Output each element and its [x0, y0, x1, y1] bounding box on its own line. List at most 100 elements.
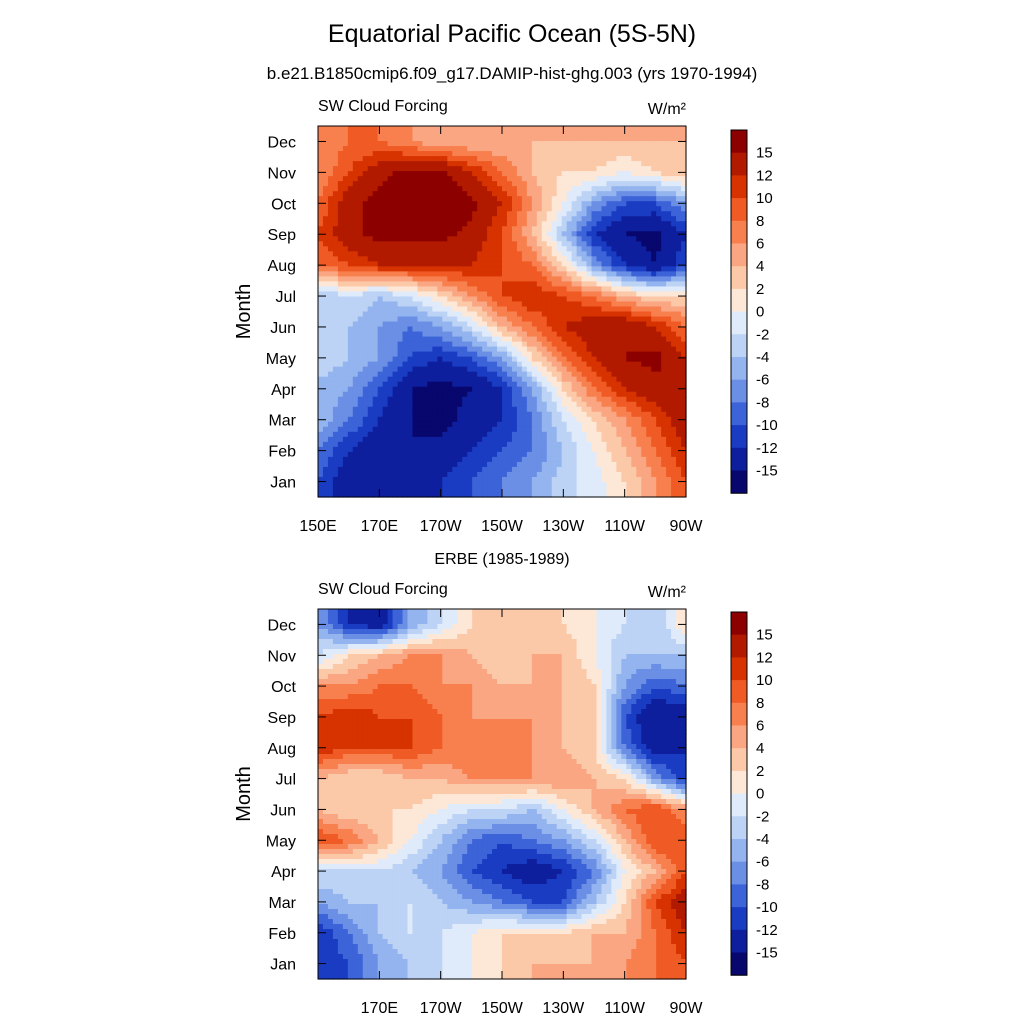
heatmap-cell: [511, 276, 518, 283]
heatmap-cell: [551, 151, 558, 157]
heatmap-cell: [566, 166, 573, 172]
heatmap-cell: [616, 396, 622, 403]
heatmap-cell: [412, 156, 419, 162]
heatmap-cell: [661, 291, 667, 298]
heatmap-cell: [671, 266, 677, 272]
heatmap-cell: [581, 316, 588, 323]
heatmap-cell: [362, 186, 369, 192]
heatmap-cell: [367, 331, 374, 338]
heatmap-cell: [571, 406, 578, 413]
heatmap-cell: [511, 141, 518, 147]
heatmap-cell: [492, 376, 498, 383]
heatmap-cell: [616, 171, 622, 177]
heatmap-cell: [377, 331, 384, 338]
heatmap-cell: [387, 221, 394, 227]
heatmap-cell: [571, 436, 578, 443]
heatmap-cell: [651, 451, 657, 458]
heatmap-cell: [352, 231, 359, 237]
heatmap-cell: [487, 256, 493, 262]
heatmap-cell: [467, 256, 473, 262]
heatmap-cell: [571, 276, 578, 283]
heatmap-cell: [526, 331, 533, 338]
heatmap-cell: [472, 436, 478, 443]
heatmap-cell: [347, 441, 354, 448]
heatmap-cell: [352, 346, 359, 353]
heatmap-cell: [571, 251, 578, 257]
heatmap-cell: [332, 271, 339, 277]
heatmap-cell: [432, 206, 438, 212]
heatmap-cell: [452, 296, 458, 303]
heatmap-cell: [646, 371, 652, 378]
heatmap-cell: [382, 301, 389, 308]
heatmap-cell: [377, 421, 384, 428]
heatmap-cell: [571, 431, 578, 438]
heatmap-cell: [472, 391, 478, 398]
heatmap-cell: [586, 181, 593, 187]
heatmap-cell: [392, 151, 399, 157]
heatmap-cell: [551, 411, 558, 418]
heatmap-cell: [477, 221, 483, 227]
heatmap-cell: [591, 226, 598, 232]
heatmap-cell: [347, 446, 354, 453]
heatmap-cell: [452, 146, 458, 152]
heatmap-cell: [327, 316, 334, 323]
heatmap-cell: [576, 176, 583, 182]
heatmap-cell: [526, 346, 533, 353]
heatmap-cell: [447, 176, 453, 182]
heatmap-cell: [601, 401, 608, 408]
heatmap-cell: [511, 371, 518, 378]
heatmap-cell: [452, 461, 458, 468]
heatmap-cell: [601, 451, 608, 458]
heatmap-cell: [576, 256, 583, 262]
heatmap-cell: [462, 291, 468, 298]
heatmap-cell: [571, 181, 578, 187]
heatmap-cell: [422, 231, 428, 237]
heatmap-cell: [666, 431, 672, 438]
heatmap-cell: [442, 256, 448, 262]
heatmap-cell: [322, 406, 329, 413]
heatmap-cell: [452, 301, 458, 308]
heatmap-cell: [422, 331, 428, 338]
heatmap-cell: [412, 321, 419, 328]
heatmap-cell: [556, 366, 563, 373]
heatmap-cell: [452, 331, 458, 338]
heatmap-cell: [407, 446, 414, 453]
heatmap-cell: [387, 186, 394, 192]
heatmap-cell: [681, 161, 687, 167]
heatmap-cell: [666, 361, 672, 368]
heatmap-cell: [432, 181, 438, 187]
heatmap-cell: [616, 256, 622, 262]
heatmap-cell: [606, 381, 612, 388]
heatmap-cell: [651, 351, 657, 358]
heatmap-cell: [502, 156, 508, 162]
heatmap-cell: [651, 186, 657, 192]
heatmap-cell: [337, 301, 344, 308]
heatmap-cell: [666, 241, 672, 247]
heatmap-cell: [452, 401, 458, 408]
heatmap-cell: [571, 331, 578, 338]
heatmap-cell: [417, 246, 424, 252]
heatmap-cell: [357, 396, 364, 403]
heatmap-cell: [362, 446, 369, 453]
heatmap-cell: [362, 196, 369, 202]
heatmap-cell: [322, 386, 329, 393]
heatmap-cell: [417, 421, 424, 428]
heatmap-cell: [601, 131, 608, 137]
heatmap-cell: [347, 171, 354, 177]
heatmap-cell: [571, 226, 578, 232]
heatmap-cell: [422, 156, 428, 162]
heatmap-cell: [656, 451, 662, 458]
heatmap-cell: [482, 281, 488, 288]
heatmap-cell: [442, 181, 448, 187]
heatmap-cell: [581, 446, 588, 453]
heatmap-cell: [412, 261, 419, 267]
heatmap-cell: [362, 226, 369, 232]
heatmap-cell: [327, 356, 334, 363]
heatmap-cell: [432, 341, 438, 348]
heatmap-cell: [526, 311, 533, 318]
heatmap-cell: [422, 146, 428, 152]
heatmap-cell: [392, 421, 399, 428]
heatmap-cell: [631, 441, 637, 448]
heatmap-cell: [327, 131, 334, 137]
heatmap-cell: [407, 176, 414, 182]
